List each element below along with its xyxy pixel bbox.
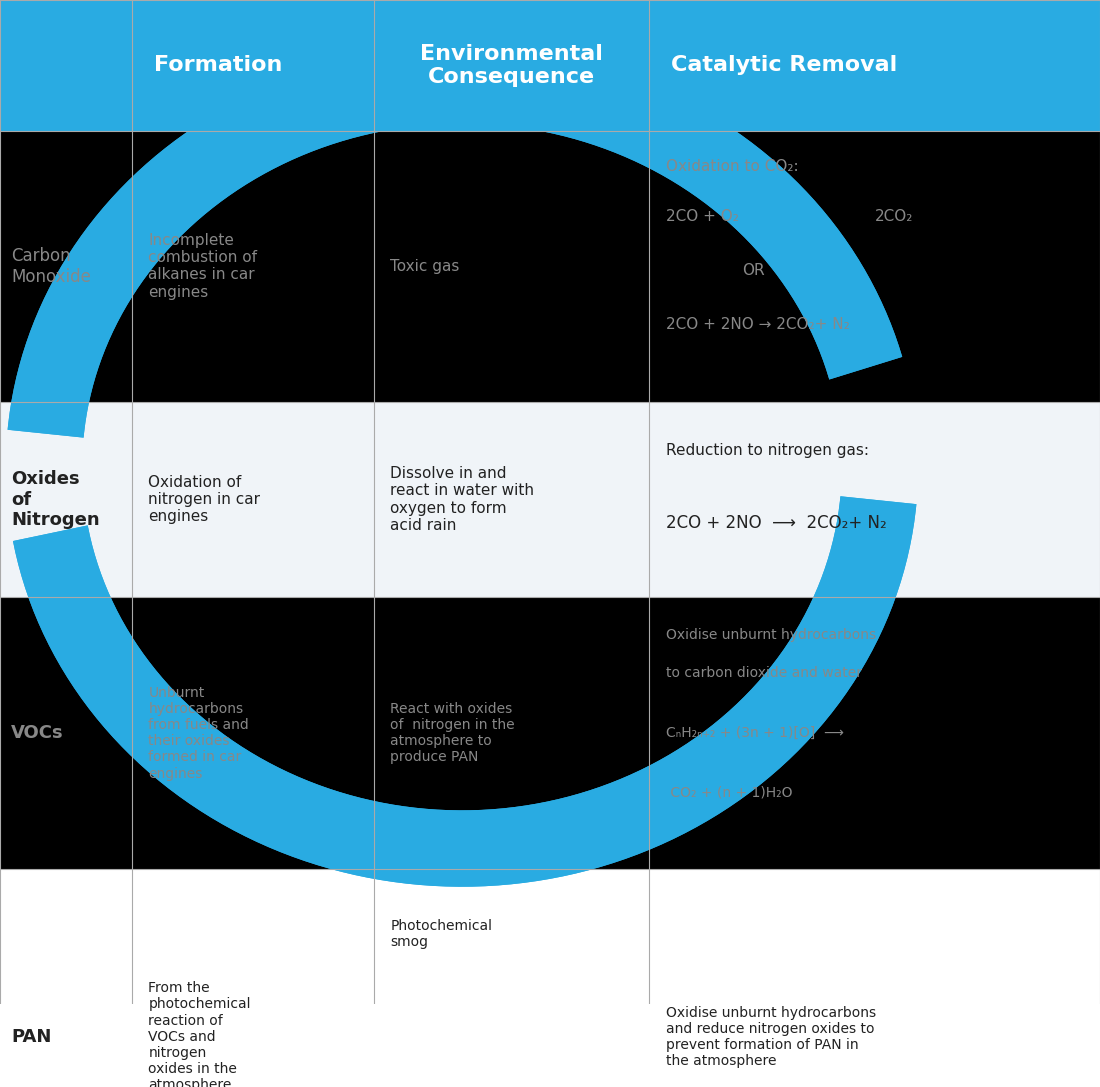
- Text: Toxic gas: Toxic gas: [390, 259, 460, 274]
- Text: From the
photochemical
reaction of
VOCs and
nitrogen
oxides in the
atmosphere: From the photochemical reaction of VOCs …: [148, 982, 251, 1087]
- Bar: [132, 0, 374, 130]
- Bar: [132, 869, 374, 1087]
- Bar: [649, 598, 1100, 869]
- Bar: [374, 0, 649, 130]
- Text: 2CO + 2NO  ⟶  2CO₂+ N₂: 2CO + 2NO ⟶ 2CO₂+ N₂: [666, 514, 887, 533]
- Bar: [649, 869, 1100, 1087]
- Bar: [0, 402, 132, 598]
- Text: Dissolve in and
react in water with
oxygen to form
acid rain: Dissolve in and react in water with oxyg…: [390, 466, 535, 534]
- Text: CₙH₂ₙ₊₂ + (3n + 1)[O]  ⟶: CₙH₂ₙ₊₂ + (3n + 1)[O] ⟶: [666, 726, 844, 740]
- Text: Unburnt
hydrocarbons
from fuels and
their oxides
formed in car
engines: Unburnt hydrocarbons from fuels and thei…: [148, 686, 250, 780]
- Text: Incomplete
combustion of
alkanes in car
engines: Incomplete combustion of alkanes in car …: [148, 233, 257, 300]
- Bar: [0, 0, 132, 130]
- Text: Carbon
Monoxide: Carbon Monoxide: [11, 247, 91, 286]
- Bar: [0, 869, 132, 1087]
- Bar: [649, 402, 1100, 598]
- Bar: [649, 598, 1100, 869]
- Bar: [132, 598, 374, 869]
- Text: Oxides
of
Nitrogen: Oxides of Nitrogen: [11, 470, 100, 529]
- Bar: [649, 0, 1100, 130]
- Text: Catalytic Removal: Catalytic Removal: [671, 55, 898, 75]
- Text: 2CO + O₂: 2CO + O₂: [666, 209, 738, 224]
- Bar: [0, 869, 132, 1087]
- Bar: [374, 402, 649, 598]
- Bar: [132, 130, 374, 402]
- Bar: [132, 869, 374, 1087]
- Bar: [132, 130, 374, 402]
- Bar: [0, 0, 132, 130]
- Text: Oxidise unburnt hydrocarbons
and reduce nitrogen oxides to
prevent formation of : Oxidise unburnt hydrocarbons and reduce …: [666, 1005, 876, 1069]
- Text: Formation: Formation: [154, 55, 283, 75]
- Text: VOCs: VOCs: [11, 724, 64, 742]
- Bar: [132, 402, 374, 598]
- Text: Reduction to nitrogen gas:: Reduction to nitrogen gas:: [666, 443, 869, 458]
- Bar: [649, 130, 1100, 402]
- Bar: [374, 598, 649, 869]
- Bar: [649, 130, 1100, 402]
- Bar: [0, 402, 132, 598]
- Bar: [132, 402, 374, 598]
- Text: React with oxides
of  nitrogen in the
atmosphere to
produce PAN: React with oxides of nitrogen in the atm…: [390, 702, 515, 764]
- Text: to carbon dioxide and water: to carbon dioxide and water: [666, 666, 861, 680]
- Text: 2CO₂: 2CO₂: [874, 209, 913, 224]
- Text: Oxidise unburnt hydrocarbons: Oxidise unburnt hydrocarbons: [666, 628, 876, 642]
- Bar: [132, 0, 374, 130]
- Bar: [649, 402, 1100, 598]
- Text: Environmental
Consequence: Environmental Consequence: [420, 43, 603, 87]
- Bar: [649, 869, 1100, 1087]
- Bar: [374, 130, 649, 402]
- Bar: [374, 0, 649, 130]
- Bar: [374, 598, 649, 869]
- Bar: [374, 130, 649, 402]
- Bar: [0, 130, 132, 402]
- Text: 2CO + 2NO → 2CO₂+ N₂: 2CO + 2NO → 2CO₂+ N₂: [666, 317, 849, 333]
- Text: Oxidation of
nitrogen in car
engines: Oxidation of nitrogen in car engines: [148, 475, 261, 525]
- Text: Photochemical
smog: Photochemical smog: [390, 920, 493, 949]
- Bar: [374, 869, 649, 1087]
- Bar: [132, 598, 374, 869]
- Text: PAN: PAN: [11, 1028, 52, 1046]
- Bar: [0, 598, 132, 869]
- Text: Oxidation to CO₂:: Oxidation to CO₂:: [666, 159, 799, 174]
- Bar: [374, 869, 649, 1087]
- Text: OR: OR: [742, 263, 766, 278]
- Bar: [374, 402, 649, 598]
- Bar: [0, 598, 132, 869]
- Text: CO₂ + (n + 1)H₂O: CO₂ + (n + 1)H₂O: [666, 786, 792, 800]
- Bar: [0, 130, 132, 402]
- Bar: [649, 0, 1100, 130]
